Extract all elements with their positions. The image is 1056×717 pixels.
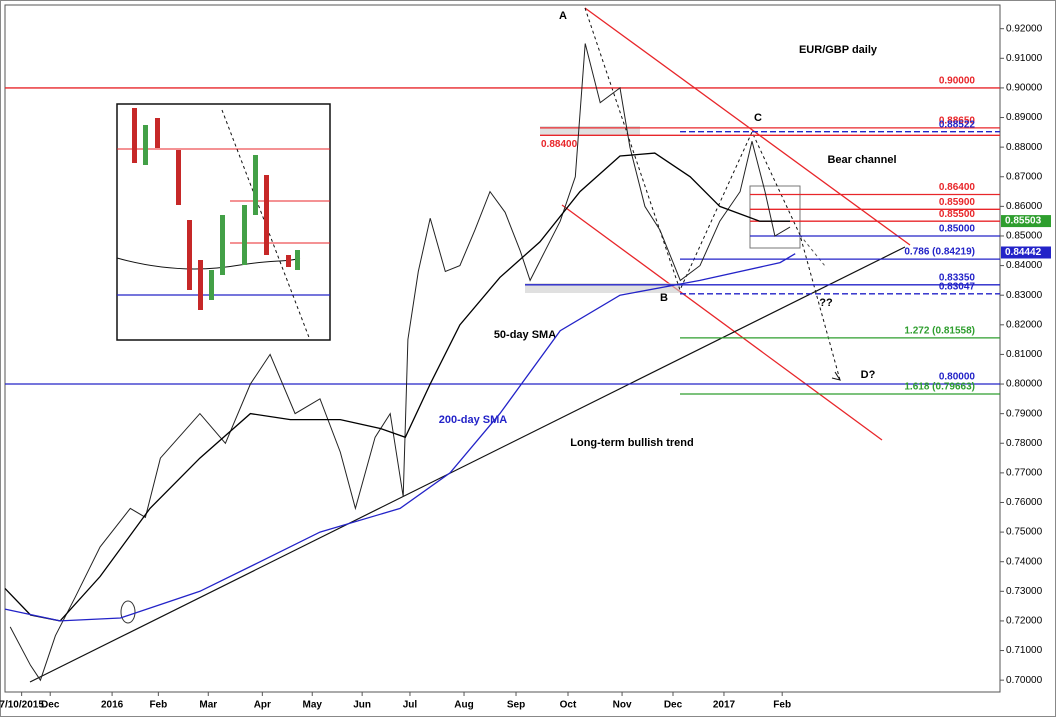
y-tick-label: 0.74000 (1006, 556, 1043, 567)
level-label: 1.618 (0.79663) (904, 382, 975, 393)
chart-title: EUR/GBP daily (799, 44, 878, 56)
price-tag-label: 0.84442 (1005, 247, 1042, 258)
zone (540, 126, 640, 136)
annotation: Long-term bullish trend (570, 437, 693, 449)
y-tick-label: 0.76000 (1006, 497, 1043, 508)
inset-diagonal (221, 109, 311, 341)
y-tick-label: 0.73000 (1006, 586, 1043, 597)
level-label: 0.85000 (939, 224, 976, 235)
y-tick-label: 0.77000 (1006, 468, 1043, 479)
y-tick-label: 0.87000 (1006, 171, 1043, 182)
inset-candle (295, 250, 300, 270)
x-tick-label: Jul (403, 700, 418, 711)
level-label: 0.88522 (939, 119, 976, 130)
x-tick-label: Nov (613, 700, 632, 711)
level-label: 0.80000 (939, 372, 976, 383)
price-tag-label: 0.85503 (1005, 216, 1042, 227)
annotation: D? (861, 369, 876, 381)
y-tick-label: 0.91000 (1006, 53, 1043, 64)
level-label: 0.83350 (939, 272, 976, 283)
x-tick-label: Oct (560, 700, 577, 711)
x-tick-label: Sep (507, 700, 525, 711)
price-tag (1001, 215, 1051, 228)
y-tick-label: 0.82000 (1006, 319, 1043, 330)
x-tick-label: Apr (254, 700, 271, 711)
cross-marker (120, 600, 136, 624)
price-tag (1001, 246, 1051, 259)
trend-line (29, 246, 906, 683)
annotation: ?? (819, 297, 833, 309)
inset-candle (187, 220, 192, 290)
level-label: 0.85500 (939, 209, 976, 220)
x-tick-label: 7/10/2015 (0, 700, 44, 711)
arrow (799, 234, 826, 267)
x-tick-label: Aug (454, 700, 473, 711)
y-tick-label: 0.78000 (1006, 438, 1043, 449)
x-tick-label: Dec (41, 700, 60, 711)
y-tick-label: 0.84000 (1006, 260, 1043, 271)
x-tick-label: May (303, 700, 323, 711)
zone (525, 283, 680, 293)
level-label: 0.786 (0.84219) (904, 247, 975, 258)
y-tick-label: 0.70000 (1006, 675, 1043, 686)
inset-candle (132, 108, 137, 163)
level-label: 1.272 (0.81558) (904, 326, 975, 337)
y-tick-label: 0.75000 (1006, 527, 1043, 538)
x-tick-label: 2017 (713, 700, 736, 711)
inset-candle (242, 205, 247, 265)
level-label: 0.88650 (939, 116, 976, 127)
channel-lower (561, 204, 883, 441)
inset-candle (176, 150, 181, 205)
annotation: 200-day SMA (439, 414, 508, 426)
annotation: C (754, 112, 762, 124)
inset-candle (155, 118, 160, 148)
y-tick-label: 0.71000 (1006, 645, 1043, 656)
series-line (4, 152, 790, 622)
annotation: Bear channel (827, 154, 896, 166)
x-tick-label: Dec (664, 700, 683, 711)
inset-candle (209, 270, 214, 300)
y-tick-label: 0.89000 (1006, 112, 1043, 123)
channel-upper (584, 7, 911, 246)
series-line (4, 253, 796, 622)
inset-candle (264, 175, 269, 255)
y-tick-label: 0.79000 (1006, 408, 1043, 419)
annotation: A (559, 10, 567, 22)
x-tick-label: 2016 (101, 700, 124, 711)
annotation: B (660, 292, 668, 304)
inset (116, 103, 331, 341)
y-tick-label: 0.81000 (1006, 349, 1043, 360)
level-label: 0.83047 (939, 281, 976, 292)
y-tick-label: 0.92000 (1006, 23, 1043, 34)
inset-candle (198, 260, 203, 310)
y-tick-label: 0.80000 (1006, 379, 1043, 390)
x-tick-label: Mar (199, 700, 217, 711)
y-tick-label: 0.86000 (1006, 201, 1043, 212)
x-tick-label: Jun (353, 700, 371, 711)
series-line (9, 43, 791, 682)
x-tick-label: Feb (149, 700, 167, 711)
y-tick-label: 0.83000 (1006, 290, 1043, 301)
y-tick-label: 0.72000 (1006, 616, 1043, 627)
level-label: 0.88400 (541, 139, 578, 150)
y-tick-label: 0.85000 (1006, 231, 1043, 242)
inset-candle (253, 155, 258, 215)
inset-candle (220, 215, 225, 275)
annotation: 50-day SMA (494, 329, 556, 341)
arrow-head (831, 371, 842, 381)
inset-candle (286, 255, 291, 267)
plot-area (4, 4, 1001, 693)
level-label: 0.86400 (939, 182, 976, 193)
y-tick-label: 0.88000 (1006, 142, 1043, 153)
y-tick-label: 0.90000 (1006, 83, 1043, 94)
x-tick-label: Feb (773, 700, 791, 711)
level-label: 0.85900 (939, 197, 976, 208)
inset-candle (143, 125, 148, 165)
pattern-path (584, 7, 841, 381)
inset-sma (116, 257, 301, 270)
level-label: 0.90000 (939, 76, 976, 87)
